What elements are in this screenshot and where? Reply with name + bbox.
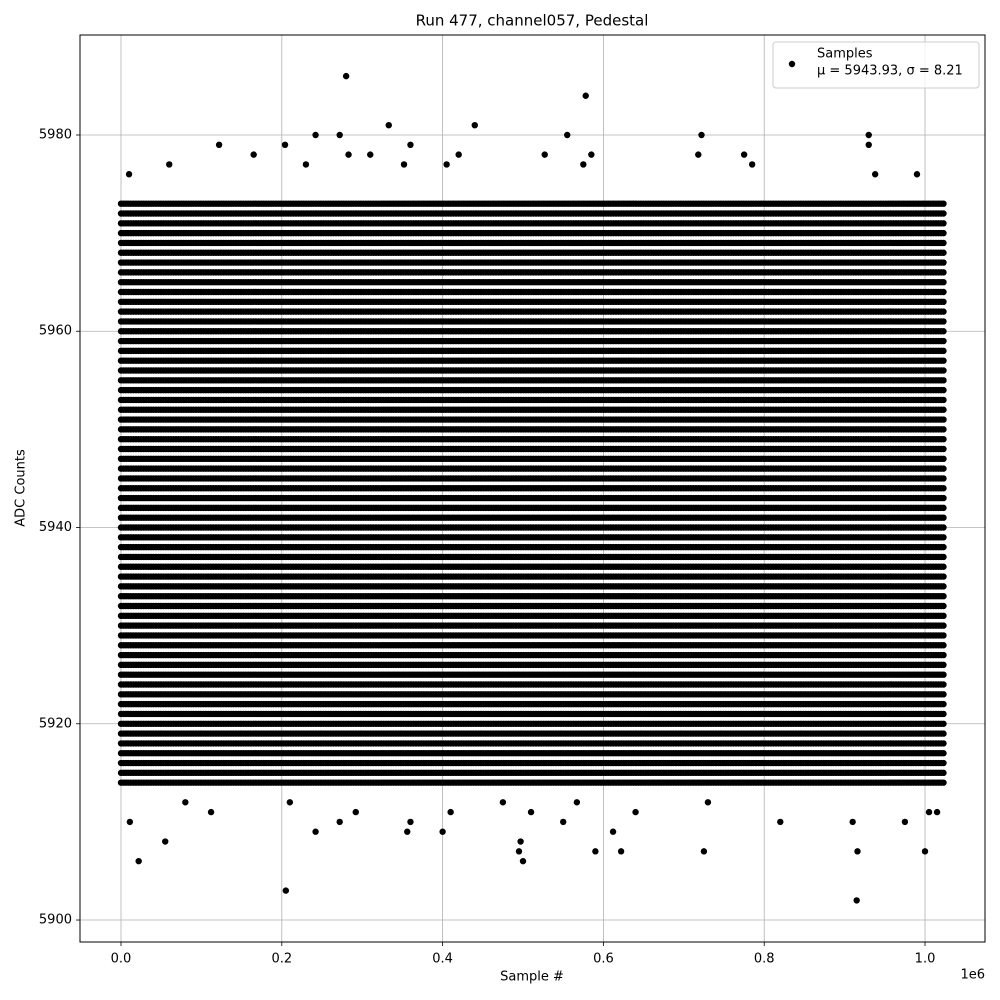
legend-stats: μ = 5943.93, σ = 8.21 [817, 64, 963, 79]
sample-point [588, 151, 595, 158]
x-tick-label: 1.0 [915, 952, 936, 967]
x-tick-label: 0.4 [432, 952, 453, 967]
y-tick-label: 5900 [39, 913, 72, 928]
legend-label: Samples [817, 47, 873, 62]
y-tick-label: 5920 [39, 716, 72, 731]
sample-point [312, 828, 319, 835]
sample-point [541, 151, 548, 158]
sample-point [286, 799, 294, 806]
x-axis-label: Sample # [500, 970, 564, 985]
sample-point [367, 151, 374, 158]
legend-box [772, 41, 980, 89]
sample-point [632, 808, 639, 816]
chart-title: Run 477, channel057, Pedestal [416, 12, 649, 30]
sample-point [580, 161, 587, 168]
sample-point [777, 818, 784, 826]
axes-frame [79, 34, 986, 943]
sample-point [400, 161, 408, 168]
sample-point [865, 141, 872, 149]
sample-point [933, 808, 941, 816]
sample-point [182, 799, 189, 806]
sample-point [913, 171, 921, 178]
sample-point [582, 92, 589, 99]
sample-point [215, 141, 223, 149]
sample-point [447, 808, 454, 816]
sample-point [352, 808, 359, 816]
x-tick-label: 0.2 [271, 952, 292, 967]
sample-point [336, 818, 343, 826]
sample-point [282, 887, 290, 894]
sample-point [443, 161, 450, 168]
sample-point [471, 121, 478, 129]
sample-point [404, 828, 411, 835]
sample-point [126, 818, 134, 826]
sample-point [517, 838, 524, 845]
sample-point [560, 818, 567, 826]
x-tick-label: 0.0 [111, 952, 132, 967]
sample-point [921, 848, 929, 855]
sample-point [740, 151, 748, 158]
sample-point [407, 818, 414, 826]
plot-area [80, 35, 985, 942]
sample-point [336, 131, 343, 139]
sample-point [748, 161, 756, 168]
sample-point [125, 171, 133, 178]
sample-point [871, 171, 879, 178]
sample-point [609, 828, 617, 835]
sample-point [901, 818, 909, 826]
legend-marker [788, 60, 796, 68]
y-tick-label: 5980 [39, 127, 72, 142]
sample-point [439, 828, 446, 835]
sample-point [281, 141, 289, 149]
sample-point [925, 808, 933, 816]
sample-point [695, 151, 702, 158]
sample-point [519, 857, 527, 865]
sample-point [592, 848, 599, 855]
sample-point [407, 141, 414, 149]
sample-point [302, 161, 310, 168]
sample-point [166, 161, 173, 168]
y-tick-label: 5940 [39, 520, 72, 535]
sample-point [385, 121, 392, 129]
legend: Samples μ = 5943.93, σ = 8.21 [772, 41, 980, 89]
sample-point [573, 799, 581, 806]
sample-point [698, 131, 705, 139]
sample-point [527, 808, 535, 816]
sample-point [312, 131, 319, 139]
sample-point [865, 131, 872, 139]
sample-point [162, 838, 169, 845]
sample-point [135, 857, 142, 865]
sample-point [853, 897, 860, 904]
sample-point [617, 848, 625, 855]
y-axis-label: ADC Counts [14, 449, 29, 527]
sample-point [499, 799, 507, 806]
sample-point [207, 808, 215, 816]
sample-point [455, 151, 462, 158]
x-tick-label: 0.8 [754, 952, 775, 967]
sample-point [849, 818, 856, 826]
sample-point [250, 151, 257, 158]
sample-point [515, 848, 523, 855]
sample-point [345, 151, 352, 158]
sample-point [700, 848, 708, 855]
x-offset-label: 1e6 [960, 968, 985, 983]
sample-point [704, 799, 712, 806]
sample-point [564, 131, 571, 139]
y-tick-label: 5960 [39, 324, 72, 339]
x-tick-label: 0.6 [593, 952, 614, 967]
sample-point [342, 72, 350, 80]
sample-point [854, 848, 861, 855]
